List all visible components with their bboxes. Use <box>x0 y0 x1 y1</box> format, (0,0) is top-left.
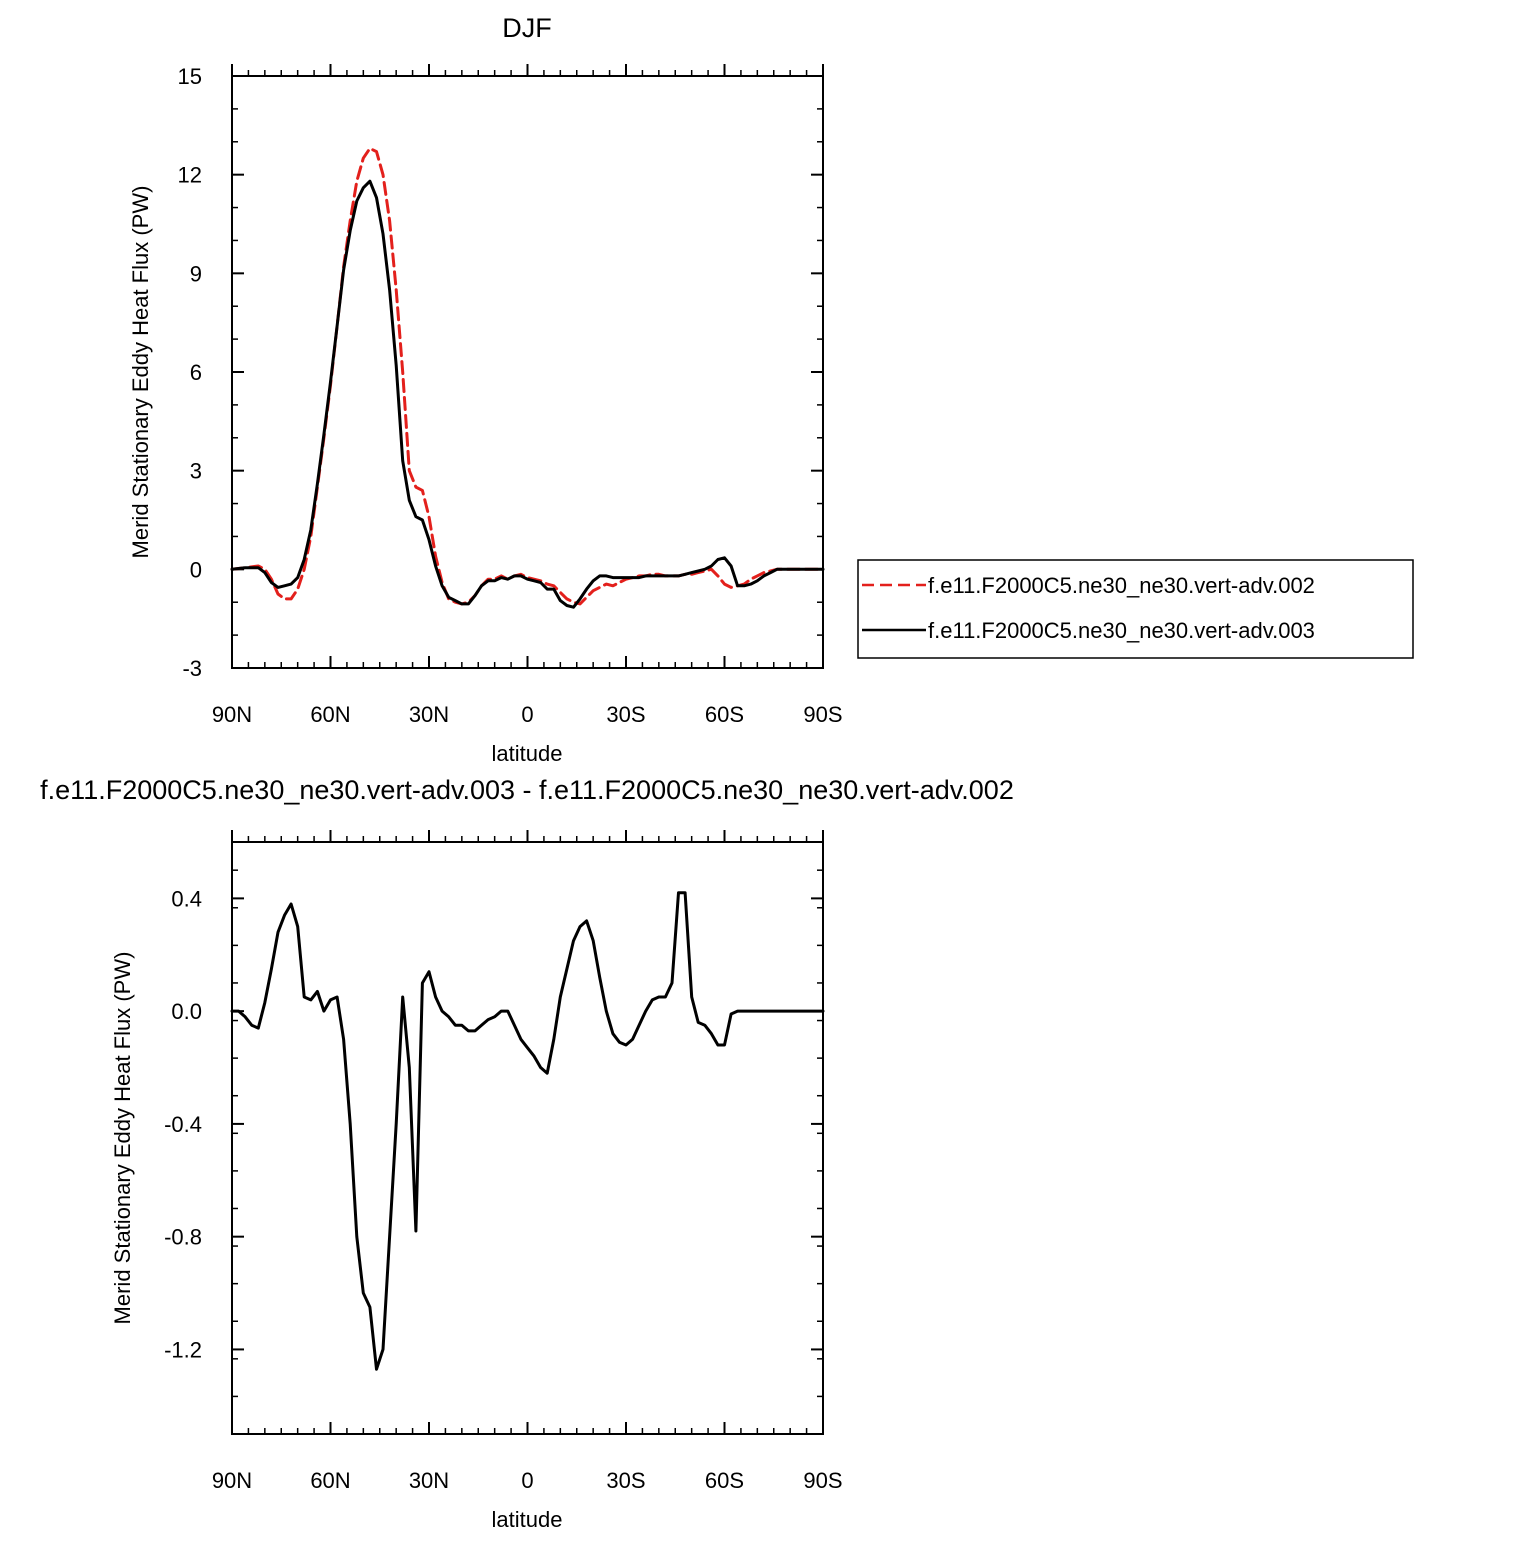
top-y-axis-label: Merid Stationary Eddy Heat Flux (PW) <box>128 186 153 559</box>
top-plot-frame <box>231 75 824 669</box>
bottom-y-tick-label: 0.4 <box>171 886 202 911</box>
bottom-x-tick-label: 30S <box>606 1468 645 1493</box>
bottom-y-tick-label: -1.2 <box>164 1337 202 1362</box>
top-y-tick-label: 0 <box>190 557 202 582</box>
bottom-y-tick-label: 0.0 <box>171 999 202 1024</box>
bottom-panel: f.e11.F2000C5.ne30_ne30.vert-adv.003 - f… <box>40 775 1014 1532</box>
legend: f.e11.F2000C5.ne30_ne30.vert-adv.002 f.e… <box>857 559 1414 659</box>
bottom-chart-title: f.e11.F2000C5.ne30_ne30.vert-adv.003 - f… <box>40 775 1014 805</box>
top-y-tick-label: 9 <box>190 261 202 286</box>
top-y-tick-label: 12 <box>178 163 202 188</box>
top-chart-title: DJF <box>502 13 552 43</box>
bottom-plot-frame <box>231 841 824 1435</box>
top-x-tick-label: 90N <box>212 702 252 727</box>
legend-box <box>857 559 1414 659</box>
bottom-y-tick-label: -0.4 <box>164 1112 202 1137</box>
bottom-x-tick-label: 30N <box>409 1468 449 1493</box>
top-series-line-1 <box>230 179 825 609</box>
top-x-axis-label: latitude <box>492 741 563 766</box>
legend-label-002: f.e11.F2000C5.ne30_ne30.vert-adv.002 <box>928 573 1315 598</box>
bottom-x-tick-label: 90S <box>803 1468 842 1493</box>
top-x-tick-label: 30S <box>606 702 645 727</box>
top-y-tick-label: 15 <box>178 64 202 89</box>
bottom-grid-ticks: 90N 60N 30N 0 30S 60S 90S -1.2 -0.8 -0.4 0.0 0.4 <box>164 830 843 1493</box>
top-x-tick-label: 60S <box>705 702 744 727</box>
bottom-x-tick-label: 0 <box>521 1468 533 1493</box>
top-x-tick-label: 60N <box>310 702 350 727</box>
top-series-group <box>230 146 825 609</box>
bottom-y-tick-label: -0.8 <box>164 1225 202 1250</box>
top-x-tick-label: 90S <box>803 702 842 727</box>
bottom-x-axis-label: latitude <box>492 1507 563 1532</box>
bottom-x-tick-label: 90N <box>212 1468 252 1493</box>
top-x-tick-label: 30N <box>409 702 449 727</box>
top-y-tick-label: -3 <box>182 656 202 681</box>
bottom-y-axis-label: Merid Stationary Eddy Heat Flux (PW) <box>110 952 135 1325</box>
top-grid-ticks: 90N 60N 30N 0 30S 60S 90S -3 0 3 6 9 12 15 <box>178 64 843 727</box>
top-y-tick-label: 3 <box>190 459 202 484</box>
bottom-series-line-0 <box>230 891 825 1371</box>
bottom-series-group <box>230 891 825 1371</box>
legend-label-003: f.e11.F2000C5.ne30_ne30.vert-adv.003 <box>928 618 1315 643</box>
top-y-tick-label: 6 <box>190 360 202 385</box>
top-x-tick-label: 0 <box>521 702 533 727</box>
bottom-x-tick-label: 60S <box>705 1468 744 1493</box>
top-series-line-0 <box>230 146 825 606</box>
bottom-x-tick-label: 60N <box>310 1468 350 1493</box>
top-panel: DJF 90N 60N 30N 0 30S 60S 90S -3 0 3 6 9 12 15 latitu… <box>128 13 843 766</box>
